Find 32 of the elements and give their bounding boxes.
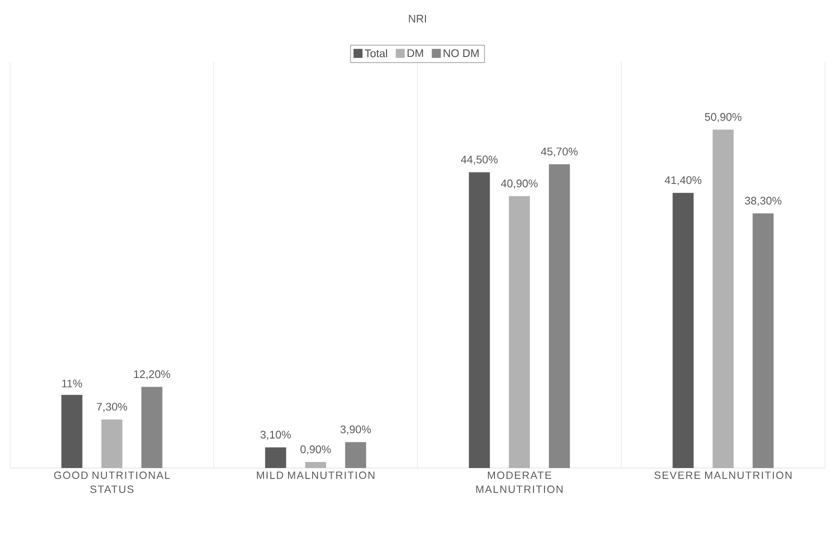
bar [345, 442, 366, 468]
data-label: 0,90% [300, 445, 331, 454]
legend-label: DM [408, 49, 423, 57]
data-label: 11% [62, 380, 82, 388]
data-label: 45,70% [540, 148, 578, 157]
bar [712, 130, 734, 468]
bar [468, 172, 490, 468]
bar [61, 394, 82, 468]
data-label: 44,50% [460, 156, 498, 165]
data-label: 40,90% [500, 180, 538, 189]
bar [141, 386, 162, 468]
data-label: 7,30% [96, 402, 128, 412]
bar [305, 462, 326, 468]
legend-label: NO DM [444, 49, 479, 58]
legend-label: Total [364, 49, 388, 58]
bar [101, 419, 122, 468]
data-label: 3,90% [340, 425, 371, 435]
x-tick-label: SEVERE MALNUTRITION [654, 472, 792, 479]
data-label: 38,30% [744, 196, 782, 206]
bar [752, 213, 774, 468]
chart-title: NRI [408, 14, 426, 22]
data-label: 12,20% [134, 370, 170, 380]
x-tick-label: MODERATE MALNUTRITION [476, 472, 563, 493]
bar [508, 196, 530, 468]
data-label: 41,40% [664, 176, 702, 186]
x-tick-label: MILD MALNUTRITION [256, 472, 374, 479]
x-tick-label: GOOD NUTRITIONAL STATUS [54, 472, 170, 493]
bar [265, 447, 286, 468]
bar [548, 164, 570, 468]
data-label: 3,10% [260, 430, 291, 440]
data-label: 50,90% [704, 113, 742, 122]
bar [672, 192, 694, 468]
